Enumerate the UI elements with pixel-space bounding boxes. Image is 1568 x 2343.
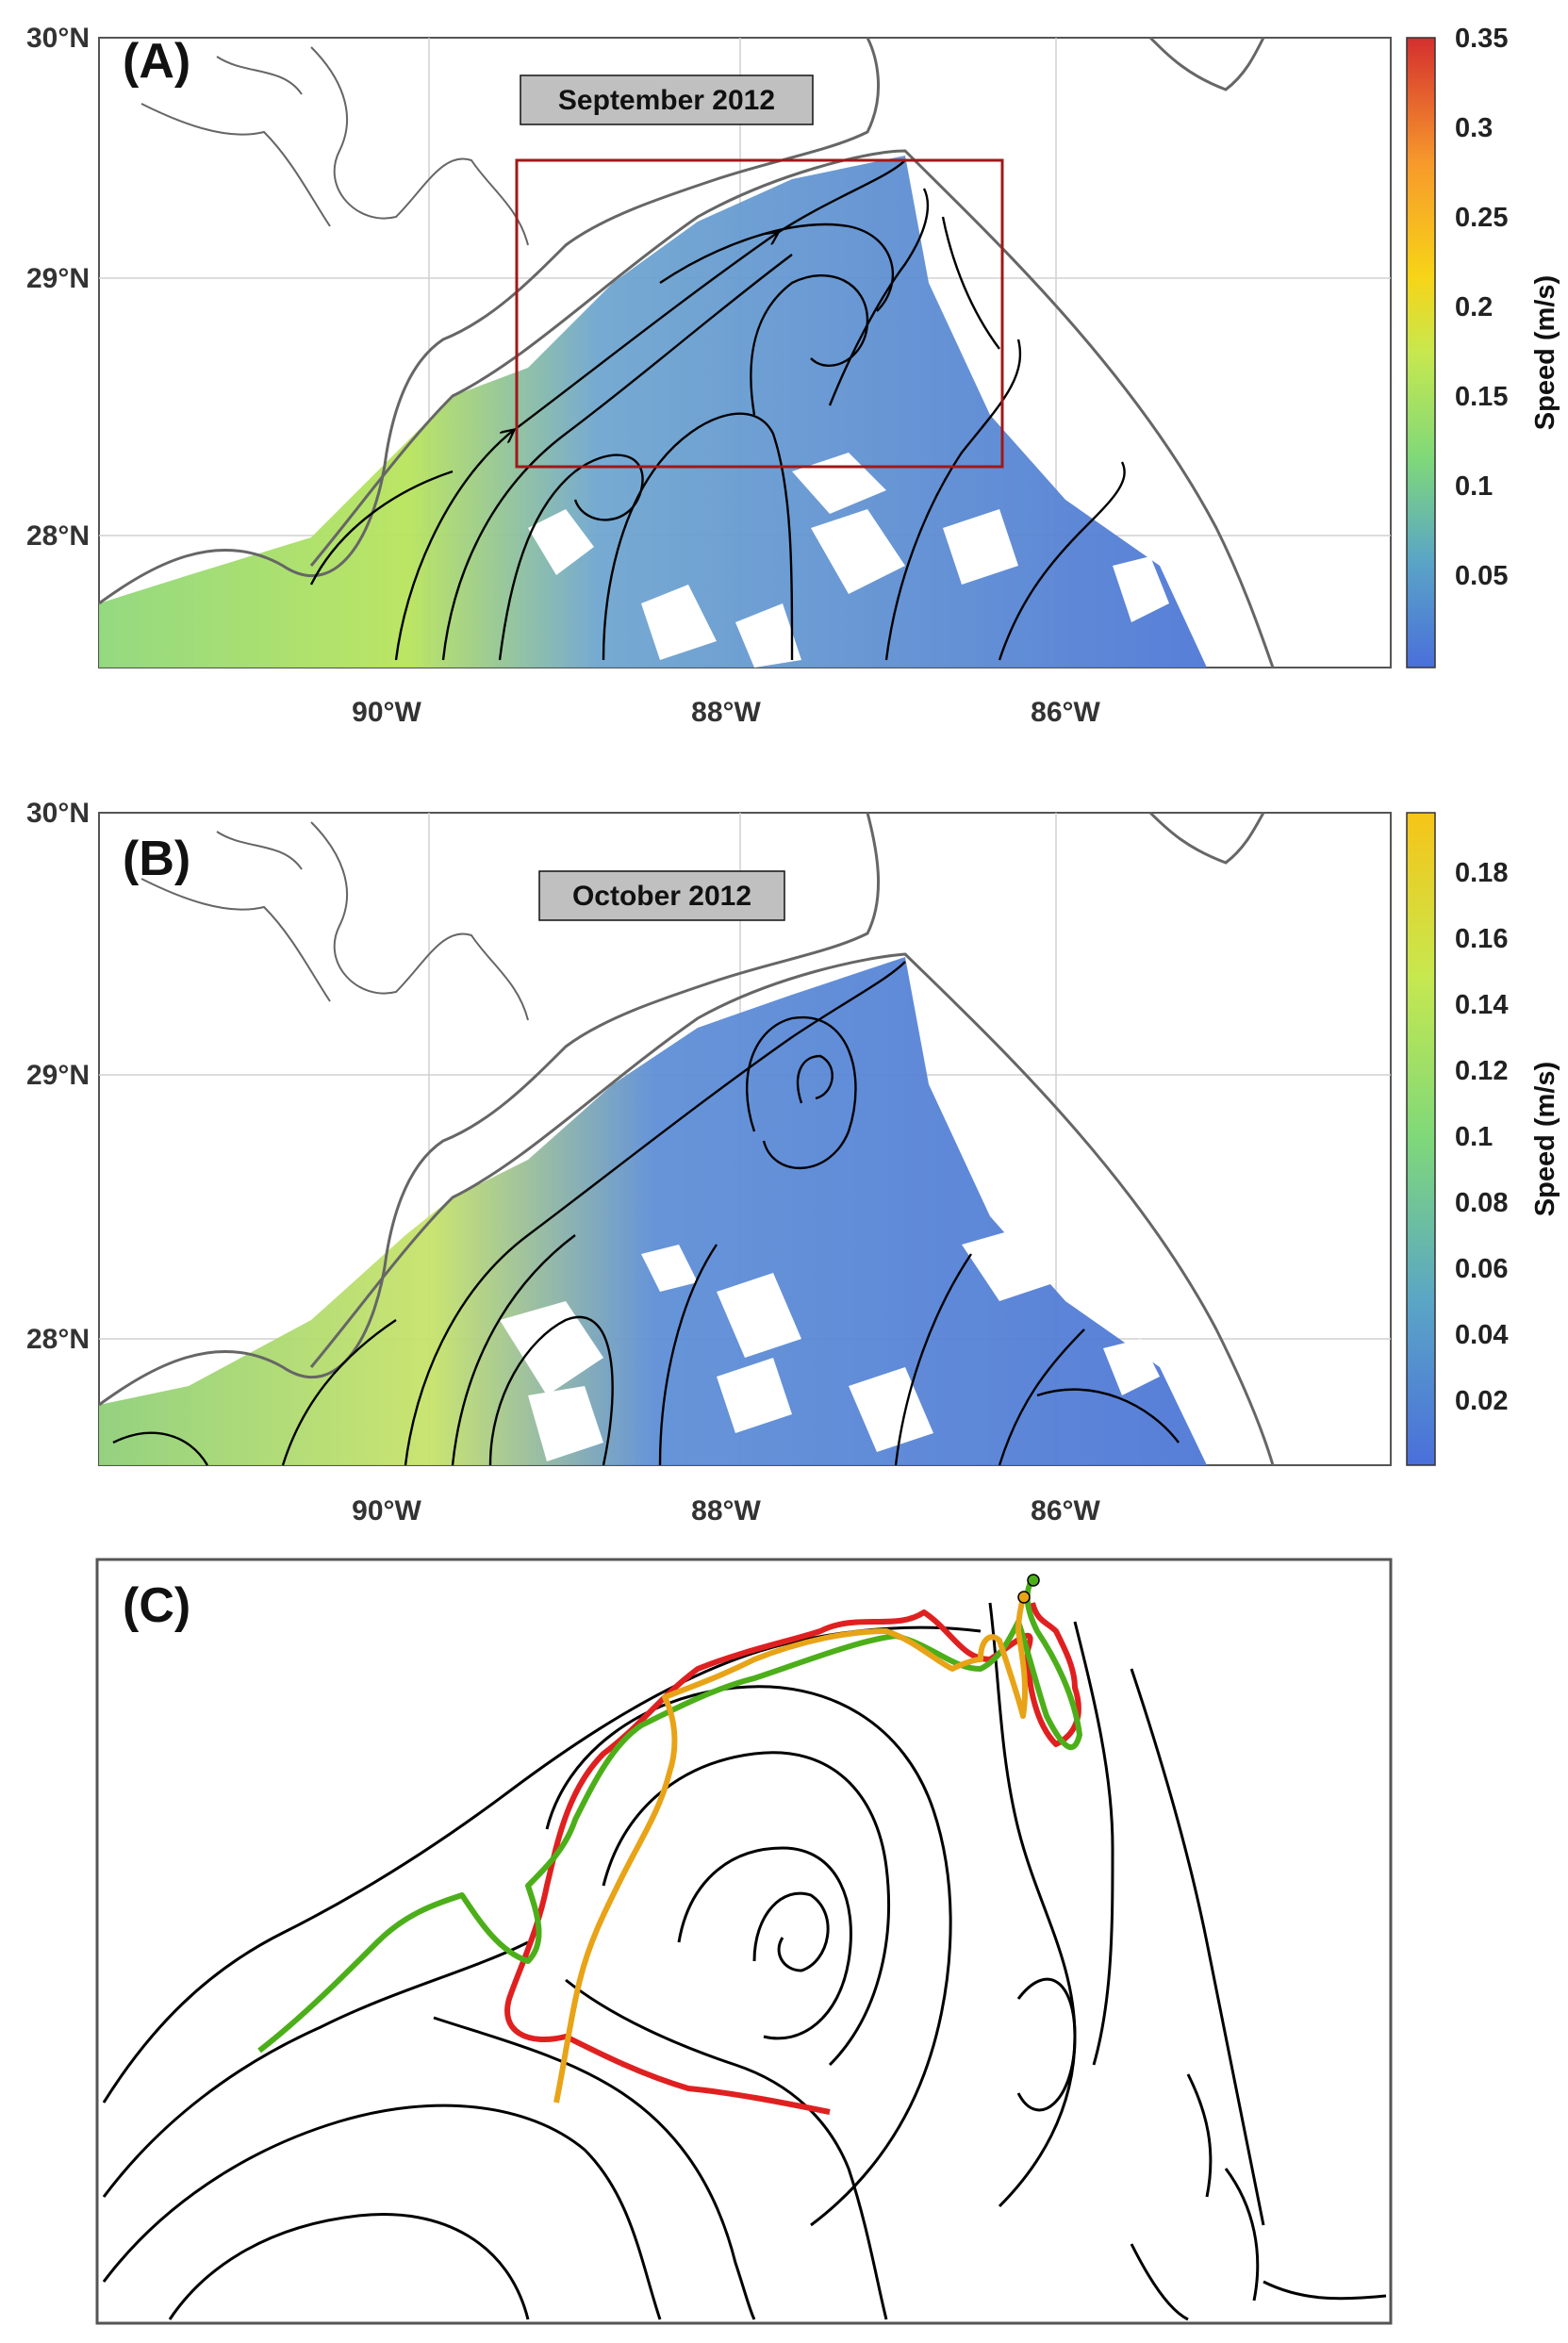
colorbar-tick: 0.14 <box>1455 990 1508 1020</box>
panel-b: October 2012 (B) 30°N 29°N 28°N 90°W 88°… <box>26 798 1560 1526</box>
panel-a-ytick: 28°N <box>26 520 90 552</box>
panel-b-marsh-outlines <box>140 821 529 1021</box>
drifter-track-orange <box>553 1592 1029 2104</box>
colorbar-tick: 0.06 <box>1455 1254 1508 1284</box>
panel-a-streamlines <box>309 159 1126 661</box>
panel-a-xtick: 86°W <box>1031 697 1100 728</box>
panel-a-colorbar <box>1406 37 1436 668</box>
colorbar-tick: 0.08 <box>1455 1188 1508 1218</box>
panel-a: September 2012 (A) 30°N 29°N 28°N 90°W 8… <box>26 23 1560 728</box>
panel-b-xtick: 88°W <box>691 1495 761 1526</box>
colorbar-tick: 0.05 <box>1455 561 1508 591</box>
drifter-track-green <box>257 1577 1082 2054</box>
panel-a-region-box <box>515 158 1004 469</box>
panel-c-label: (C) <box>123 1578 190 1633</box>
panel-b-coastline <box>98 811 1275 1466</box>
panel-b-xtick: 90°W <box>352 1495 421 1526</box>
panel-a-label: (A) <box>123 34 190 89</box>
colorbar-tick: 0.1 <box>1455 1122 1493 1152</box>
panel-a-coastline <box>98 36 1275 668</box>
panel-b-date-box <box>538 870 785 921</box>
colorbar-tick: 0.04 <box>1455 1320 1508 1350</box>
panel-c-frame <box>95 1558 1393 2325</box>
drifter-marker-orange <box>1017 1591 1031 1604</box>
panel-a-xtick: 88°W <box>691 697 761 728</box>
colorbar-tick: 0.35 <box>1455 24 1508 54</box>
panel-b-ytick: 30°N <box>26 798 90 829</box>
panel-b-speed-field <box>99 957 1207 1465</box>
colorbar-tick: 0.2 <box>1455 292 1493 322</box>
panel-b-colorbar-ticks: 0.18 0.16 0.14 0.12 0.1 0.08 0.06 0.04 0… <box>1455 858 1508 1416</box>
panel-c: (C) <box>95 1558 1393 2325</box>
panel-a-colorbar-ticks: 0.35 0.3 0.25 0.2 0.15 0.1 0.05 <box>1455 24 1508 591</box>
panel-b-ytick: 29°N <box>26 1060 90 1091</box>
panel-b-data-gaps <box>500 1226 1160 1461</box>
colorbar-tick: 0.3 <box>1455 113 1493 143</box>
colorbar-tick: 0.15 <box>1455 382 1508 412</box>
colorbar-tick: 0.02 <box>1455 1386 1508 1416</box>
colorbar-tick: 0.12 <box>1455 1056 1508 1086</box>
panel-b-colorbar-label: Speed (m/s) <box>1530 1062 1560 1216</box>
colorbar-tick: 0.16 <box>1455 924 1508 954</box>
drifter-marker-green <box>1027 1574 1040 1587</box>
panel-b-label: (B) <box>123 832 190 886</box>
panel-b-date-label: October 2012 <box>572 881 751 912</box>
colorbar-tick: 0.25 <box>1455 203 1508 233</box>
colorbar-tick: 0.1 <box>1455 471 1493 502</box>
panel-b-streamlines <box>112 961 1180 1466</box>
panel-a-colorbar-label: Speed (m/s) <box>1530 275 1560 430</box>
panel-a-date-label: September 2012 <box>558 85 775 116</box>
panel-a-date-box <box>520 74 814 125</box>
panel-a-ytick: 29°N <box>26 263 90 294</box>
panel-b-colorbar <box>1406 812 1436 1466</box>
panel-a-marsh-outlines <box>140 46 529 246</box>
panel-a-xtick: 90°W <box>352 697 421 728</box>
panel-b-ytick: 28°N <box>26 1324 90 1355</box>
panel-b-xtick: 86°W <box>1031 1495 1100 1526</box>
panel-a-ytick: 30°N <box>26 23 90 54</box>
colorbar-tick: 0.18 <box>1455 858 1508 888</box>
